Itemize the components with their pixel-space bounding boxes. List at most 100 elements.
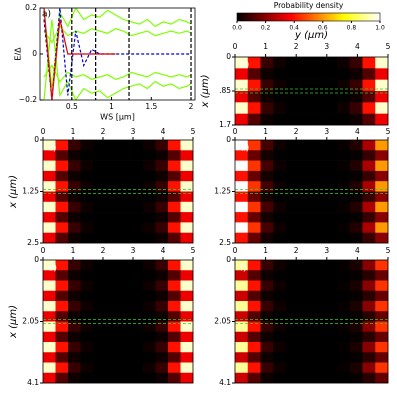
heat-cell: [247, 102, 261, 114]
heat-cell: [260, 352, 274, 363]
heat-cell: [247, 212, 261, 223]
heat-cell: [43, 212, 56, 223]
heat-cell: [298, 321, 312, 333]
heat-cell: [375, 191, 389, 203]
heat-cell: [286, 68, 300, 80]
heat-cell: [273, 160, 287, 172]
heat-cell: [286, 140, 300, 151]
y-axis-label: x (μm): [200, 74, 211, 108]
x-tick-label: 0: [41, 246, 46, 255]
heat-cell: [349, 79, 363, 92]
x-tick-label: 5: [386, 127, 391, 136]
heat-cell: [247, 280, 261, 292]
x-tick-label: 5: [386, 246, 391, 255]
heat-cell: [247, 321, 261, 333]
heat-cell: [311, 160, 325, 172]
heat-cell: [375, 290, 389, 302]
series-line: [43, 8, 192, 89]
heat-cell: [247, 352, 261, 363]
heat-cell: [155, 311, 169, 322]
heat-cell: [349, 212, 363, 223]
heat-cell: [337, 270, 351, 281]
heat-cell: [337, 321, 351, 333]
heat-cell: [324, 212, 338, 223]
heat-cell: [168, 201, 181, 213]
heat-cell: [311, 68, 325, 80]
heat-cell: [286, 222, 300, 233]
heat-cell: [375, 113, 389, 126]
heat-cell: [286, 331, 300, 343]
heat-cell: [273, 342, 287, 353]
heat-cell: [324, 362, 338, 374]
heat-cell: [324, 170, 338, 182]
heat-cell: [286, 181, 300, 192]
heat-cell: [180, 160, 194, 172]
heat-cell: [43, 150, 56, 161]
x-tick-label: 0: [233, 246, 238, 255]
heat-cell: [273, 290, 287, 302]
heat-cell: [349, 362, 363, 374]
heat-cell: [349, 352, 363, 363]
heat-cell: [349, 140, 363, 151]
heat-cell: [168, 150, 181, 161]
heat-cell: [93, 342, 106, 353]
heat-cell: [362, 57, 376, 69]
colorbar-tick-label: 0.0: [232, 25, 242, 32]
heat-cell: [311, 260, 325, 271]
heat-cell: [324, 181, 338, 192]
heat-cell: [55, 170, 69, 182]
heat-cell: [311, 331, 325, 343]
heat-cell: [362, 79, 376, 92]
heat-cell: [143, 170, 156, 182]
heat-cell: [337, 79, 351, 92]
x-tick-label: 4: [355, 42, 360, 51]
heat-cell: [118, 270, 131, 281]
heat-cell: [118, 160, 131, 172]
heat-cell: [273, 331, 287, 343]
heat-cell: [235, 290, 249, 302]
heat-cell: [311, 113, 325, 126]
heat-cell: [168, 160, 181, 172]
heat-cell: [337, 372, 351, 384]
heat-cell: [247, 290, 261, 302]
heat-cell: [349, 181, 363, 192]
heat-cell: [155, 191, 169, 203]
heat-cell: [362, 352, 376, 363]
heat-cell: [260, 91, 274, 103]
heat-cell: [375, 270, 389, 281]
heat-cell: [273, 232, 287, 244]
heat-cell: [168, 222, 181, 233]
colorbar: [236, 12, 381, 22]
heat-cell: [324, 301, 338, 312]
heat-cell: [118, 280, 131, 292]
heat-cell: [298, 191, 312, 203]
colorbar-tick-label: 0.4: [289, 25, 299, 32]
heat-cell: [337, 232, 351, 244]
heat-cell: [155, 301, 169, 312]
heat-cell: [43, 372, 56, 384]
heat-cell: [273, 301, 287, 312]
heat-cell: [324, 270, 338, 281]
heat-cell: [337, 311, 351, 322]
heat-cell: [130, 352, 144, 363]
heat-cell: [43, 362, 56, 374]
heat-cell: [155, 160, 169, 172]
heat-cell: [68, 150, 81, 161]
heat-cell: [235, 321, 249, 333]
heat-cell: [362, 301, 376, 312]
heat-cell: [180, 201, 194, 213]
heat-cell: [155, 170, 169, 182]
heat-cell: [349, 91, 363, 103]
heat-cell: [298, 301, 312, 312]
heat-cell: [43, 301, 56, 312]
heat-cell: [311, 181, 325, 192]
heat-cell: [43, 140, 56, 151]
heat-cell: [93, 181, 106, 192]
heat-cell: [80, 140, 94, 151]
heat-cell: [349, 222, 363, 233]
heat-cell: [362, 362, 376, 374]
y-axis-label: x (μm): [8, 305, 19, 339]
heat-cell: [68, 372, 81, 384]
heat-cell: [273, 201, 287, 213]
heat-cell: [375, 342, 389, 353]
